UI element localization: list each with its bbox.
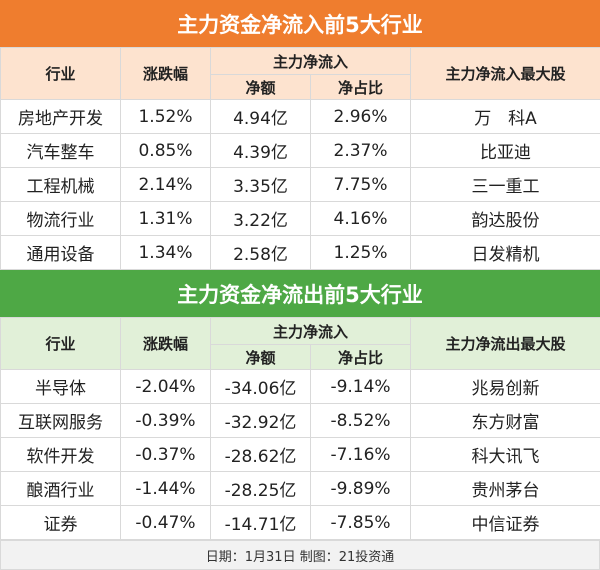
cell-ratio: 2.37% (311, 134, 411, 168)
cell-ratio: -9.89% (311, 472, 411, 506)
table-row: 房地产开发 1.52% 4.94亿 2.96% 万 科A (1, 100, 600, 134)
cell-industry: 汽车整车 (1, 134, 121, 168)
cell-stock: 万 科A (411, 100, 600, 134)
cell-change: -0.47% (121, 506, 211, 540)
inflow-title: 主力资金净流入前5大行业 (0, 0, 600, 47)
cell-net: 3.35亿 (211, 168, 311, 202)
cell-change: 1.52% (121, 100, 211, 134)
cell-stock: 科大讯飞 (411, 438, 600, 472)
cell-stock: 东方财富 (411, 404, 600, 438)
cell-industry: 房地产开发 (1, 100, 121, 134)
cell-change: 1.34% (121, 236, 211, 270)
cell-industry: 物流行业 (1, 202, 121, 236)
cell-ratio: -9.14% (311, 370, 411, 404)
cell-industry: 互联网服务 (1, 404, 121, 438)
cell-industry: 软件开发 (1, 438, 121, 472)
cell-ratio: -7.16% (311, 438, 411, 472)
table-row: 半导体 -2.04% -34.06亿 -9.14% 兆易创新 (1, 370, 600, 404)
cell-industry: 半导体 (1, 370, 121, 404)
cell-ratio: 7.75% (311, 168, 411, 202)
table-row: 证券 -0.47% -14.71亿 -7.85% 中信证券 (1, 506, 600, 540)
header-main-flow: 主力净流入 (211, 318, 411, 345)
cell-net: 4.94亿 (211, 100, 311, 134)
cell-ratio: -8.52% (311, 404, 411, 438)
table-row: 软件开发 -0.37% -28.62亿 -7.16% 科大讯飞 (1, 438, 600, 472)
cell-net: -32.92亿 (211, 404, 311, 438)
table-row: 互联网服务 -0.39% -32.92亿 -8.52% 东方财富 (1, 404, 600, 438)
cell-ratio: -7.85% (311, 506, 411, 540)
cell-industry: 通用设备 (1, 236, 121, 270)
cell-industry: 酿酒行业 (1, 472, 121, 506)
header-net-amount: 净额 (211, 75, 311, 100)
cell-industry: 证券 (1, 506, 121, 540)
header-net-ratio: 净占比 (311, 345, 411, 370)
cell-ratio: 1.25% (311, 236, 411, 270)
cell-change: -1.44% (121, 472, 211, 506)
cell-industry: 工程机械 (1, 168, 121, 202)
cell-net: -28.25亿 (211, 472, 311, 506)
cell-change: 2.14% (121, 168, 211, 202)
cell-stock: 三一重工 (411, 168, 600, 202)
footer-credit: 日期：1月31日 制图：21投资通 (0, 540, 600, 570)
cell-ratio: 2.96% (311, 100, 411, 134)
cell-change: 0.85% (121, 134, 211, 168)
header-change: 涨跌幅 (121, 318, 211, 370)
cell-net: -14.71亿 (211, 506, 311, 540)
table-row: 通用设备 1.34% 2.58亿 1.25% 日发精机 (1, 236, 600, 270)
table-row: 酿酒行业 -1.44% -28.25亿 -9.89% 贵州茅台 (1, 472, 600, 506)
cell-stock: 兆易创新 (411, 370, 600, 404)
cell-ratio: 4.16% (311, 202, 411, 236)
outflow-table: 行业 涨跌幅 主力净流入 主力净流出最大股 净额 净占比 半导体 -2.04% … (0, 317, 600, 540)
cell-net: 3.22亿 (211, 202, 311, 236)
cell-stock: 中信证券 (411, 506, 600, 540)
inflow-table: 行业 涨跌幅 主力净流入 主力净流入最大股 净额 净占比 房地产开发 1.52%… (0, 47, 600, 270)
cell-change: -0.39% (121, 404, 211, 438)
header-net-ratio: 净占比 (311, 75, 411, 100)
header-net-amount: 净额 (211, 345, 311, 370)
header-top-stock: 主力净流入最大股 (411, 48, 600, 100)
header-change: 涨跌幅 (121, 48, 211, 100)
table-row: 物流行业 1.31% 3.22亿 4.16% 韵达股份 (1, 202, 600, 236)
cell-change: 1.31% (121, 202, 211, 236)
cell-stock: 贵州茅台 (411, 472, 600, 506)
cell-net: 2.58亿 (211, 236, 311, 270)
cell-change: -2.04% (121, 370, 211, 404)
cell-net: -34.06亿 (211, 370, 311, 404)
table-row: 汽车整车 0.85% 4.39亿 2.37% 比亚迪 (1, 134, 600, 168)
header-industry: 行业 (1, 318, 121, 370)
outflow-title: 主力资金净流出前5大行业 (0, 270, 600, 317)
cell-net: 4.39亿 (211, 134, 311, 168)
cell-stock: 日发精机 (411, 236, 600, 270)
table-row: 工程机械 2.14% 3.35亿 7.75% 三一重工 (1, 168, 600, 202)
header-industry: 行业 (1, 48, 121, 100)
header-top-stock: 主力净流出最大股 (411, 318, 600, 370)
cell-stock: 韵达股份 (411, 202, 600, 236)
cell-net: -28.62亿 (211, 438, 311, 472)
cell-stock: 比亚迪 (411, 134, 600, 168)
cell-change: -0.37% (121, 438, 211, 472)
header-main-flow: 主力净流入 (211, 48, 411, 75)
